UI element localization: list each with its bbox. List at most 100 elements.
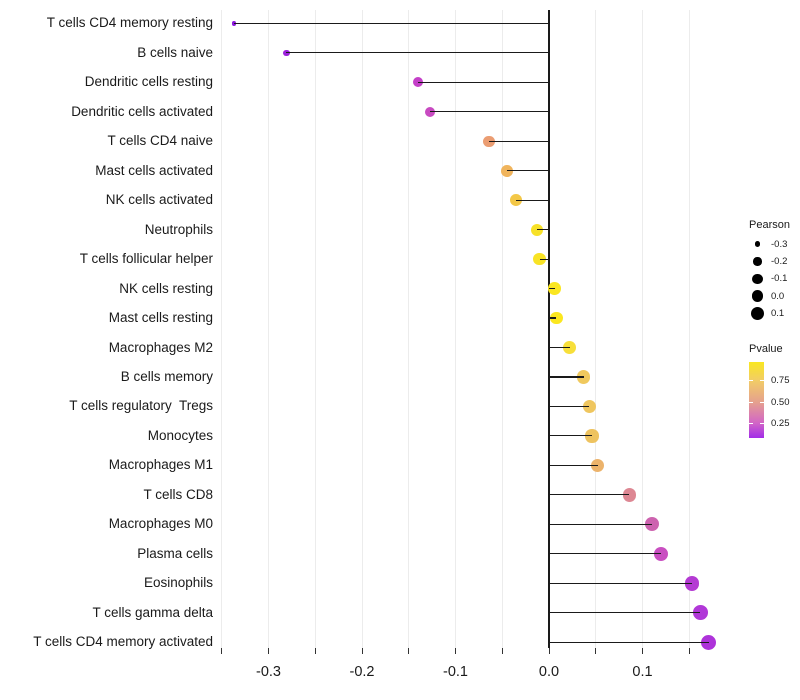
size-legend-label: -0.3 (771, 238, 788, 250)
colorbar-tick (760, 380, 764, 381)
y-axis-label: Dendritic cells resting (84, 74, 213, 90)
color-legend-tick-label: 0.50 (771, 396, 790, 408)
lollipop-stem (536, 229, 549, 231)
lollipop-stem (286, 52, 549, 54)
x-axis-tick (642, 648, 643, 654)
lollipop-dot (501, 164, 513, 177)
x-axis-tick-label: 0.0 (538, 664, 560, 680)
size-legend-label: -0.1 (771, 273, 788, 285)
lollipop-stem (549, 523, 652, 525)
x-axis-tick (268, 648, 269, 654)
lollipop-dot (530, 223, 543, 236)
lollipop-stem (549, 287, 555, 290)
color-legend-title: Pvalue (749, 343, 783, 355)
gridline (455, 10, 456, 648)
gridline (408, 10, 410, 648)
y-axis-label: Mast cells activated (95, 162, 213, 178)
gridline (221, 10, 223, 648)
lollipop-dot (684, 575, 700, 591)
y-axis-labels: T cells CD4 memory resting B cells naive D… (0, 0, 213, 700)
lollipop-stem (549, 464, 598, 466)
size-legend-label: 0.1 (771, 308, 785, 320)
lollipop-stem (549, 494, 630, 496)
colorbar-tick (749, 423, 753, 424)
x-axis-tick (408, 648, 410, 654)
lollipop-stem (506, 170, 549, 172)
lollipop-stem (539, 258, 549, 260)
lollipop-dot (654, 546, 669, 561)
gridline (688, 10, 690, 648)
y-axis-label: Mast cells resting (108, 310, 213, 326)
x-axis-tick (688, 648, 690, 654)
gridline (501, 10, 503, 648)
y-axis-label: T cells CD8 (143, 486, 213, 502)
lollipop-stem (549, 346, 570, 349)
size-legend-dot (750, 306, 765, 321)
x-axis-tick (548, 648, 550, 654)
color-legend-tick-label: 0.75 (771, 374, 790, 386)
x-axis-tick-label: 0.1 (632, 664, 653, 680)
lollipop-dot (425, 106, 436, 117)
x-axis-tick (314, 648, 316, 654)
colorbar-tick (760, 423, 764, 424)
x-axis-tick (595, 648, 597, 654)
y-axis-label: Eosinophils (143, 575, 213, 591)
y-axis-label: Neutrophils (144, 221, 213, 237)
x-axis-tick (501, 648, 503, 654)
y-axis-label: T cells CD4 memory resting (46, 15, 213, 31)
y-axis-label: T cells CD4 naive (107, 133, 213, 149)
y-axis-label: NK cells activated (105, 192, 213, 208)
x-axis-tick (221, 648, 223, 654)
pvalue-colorbar (749, 362, 764, 438)
lollipop-stem (430, 111, 549, 113)
y-axis-label: Macrophages M2 (108, 339, 213, 355)
lollipop-stem (549, 405, 590, 408)
lollipop-stem (516, 199, 549, 201)
gridline (268, 10, 269, 648)
y-axis-label: Monocytes (147, 427, 213, 443)
size-legend-title: Pearson (749, 219, 790, 231)
lollipop-stem (549, 317, 557, 319)
lollipop-stem (418, 81, 549, 83)
y-axis-label: Dendritic cells activated (71, 103, 213, 119)
gridline (314, 10, 316, 648)
colorbar-tick (760, 402, 764, 403)
y-axis-label: T cells regulatory Tregs (69, 398, 213, 414)
y-axis-label: NK cells resting (119, 280, 213, 296)
y-axis-label: Macrophages M0 (108, 516, 213, 532)
gridline (595, 10, 597, 648)
colorbar-tick (749, 380, 753, 381)
y-axis-label: T cells CD4 memory activated (33, 634, 213, 650)
size-legend-label: -0.2 (771, 255, 788, 267)
x-axis-tick-label: -0.3 (256, 664, 281, 680)
y-axis-label: B cells memory (120, 368, 213, 384)
x-axis-tick-label: -0.1 (443, 664, 468, 680)
color-legend-tick-label: 0.25 (771, 417, 790, 429)
lollipop-stem (549, 435, 592, 437)
lollipop-stem (233, 22, 549, 24)
lollipop-stem (549, 641, 709, 643)
y-axis-label: Plasma cells (137, 545, 213, 561)
gridline (361, 10, 363, 648)
size-legend-label: 0.0 (771, 290, 785, 302)
lollipop-dot (701, 634, 717, 650)
y-axis-label: B cells naive (137, 44, 213, 60)
colorbar-tick (749, 402, 753, 403)
x-axis-tick (361, 648, 363, 654)
lollipop-stem (549, 553, 662, 555)
lollipop-stem (549, 582, 693, 584)
size-legend-dot (754, 241, 761, 247)
y-axis-label: T cells follicular helper (79, 251, 213, 267)
size-legend-dot (752, 273, 763, 284)
gridline (642, 10, 643, 648)
size-legend-dot (751, 290, 764, 303)
y-axis-label: T cells gamma delta (92, 604, 213, 620)
lollipop-stem (489, 140, 549, 142)
x-axis-tick-label: -0.2 (349, 664, 375, 680)
x-axis-tick (455, 648, 456, 654)
